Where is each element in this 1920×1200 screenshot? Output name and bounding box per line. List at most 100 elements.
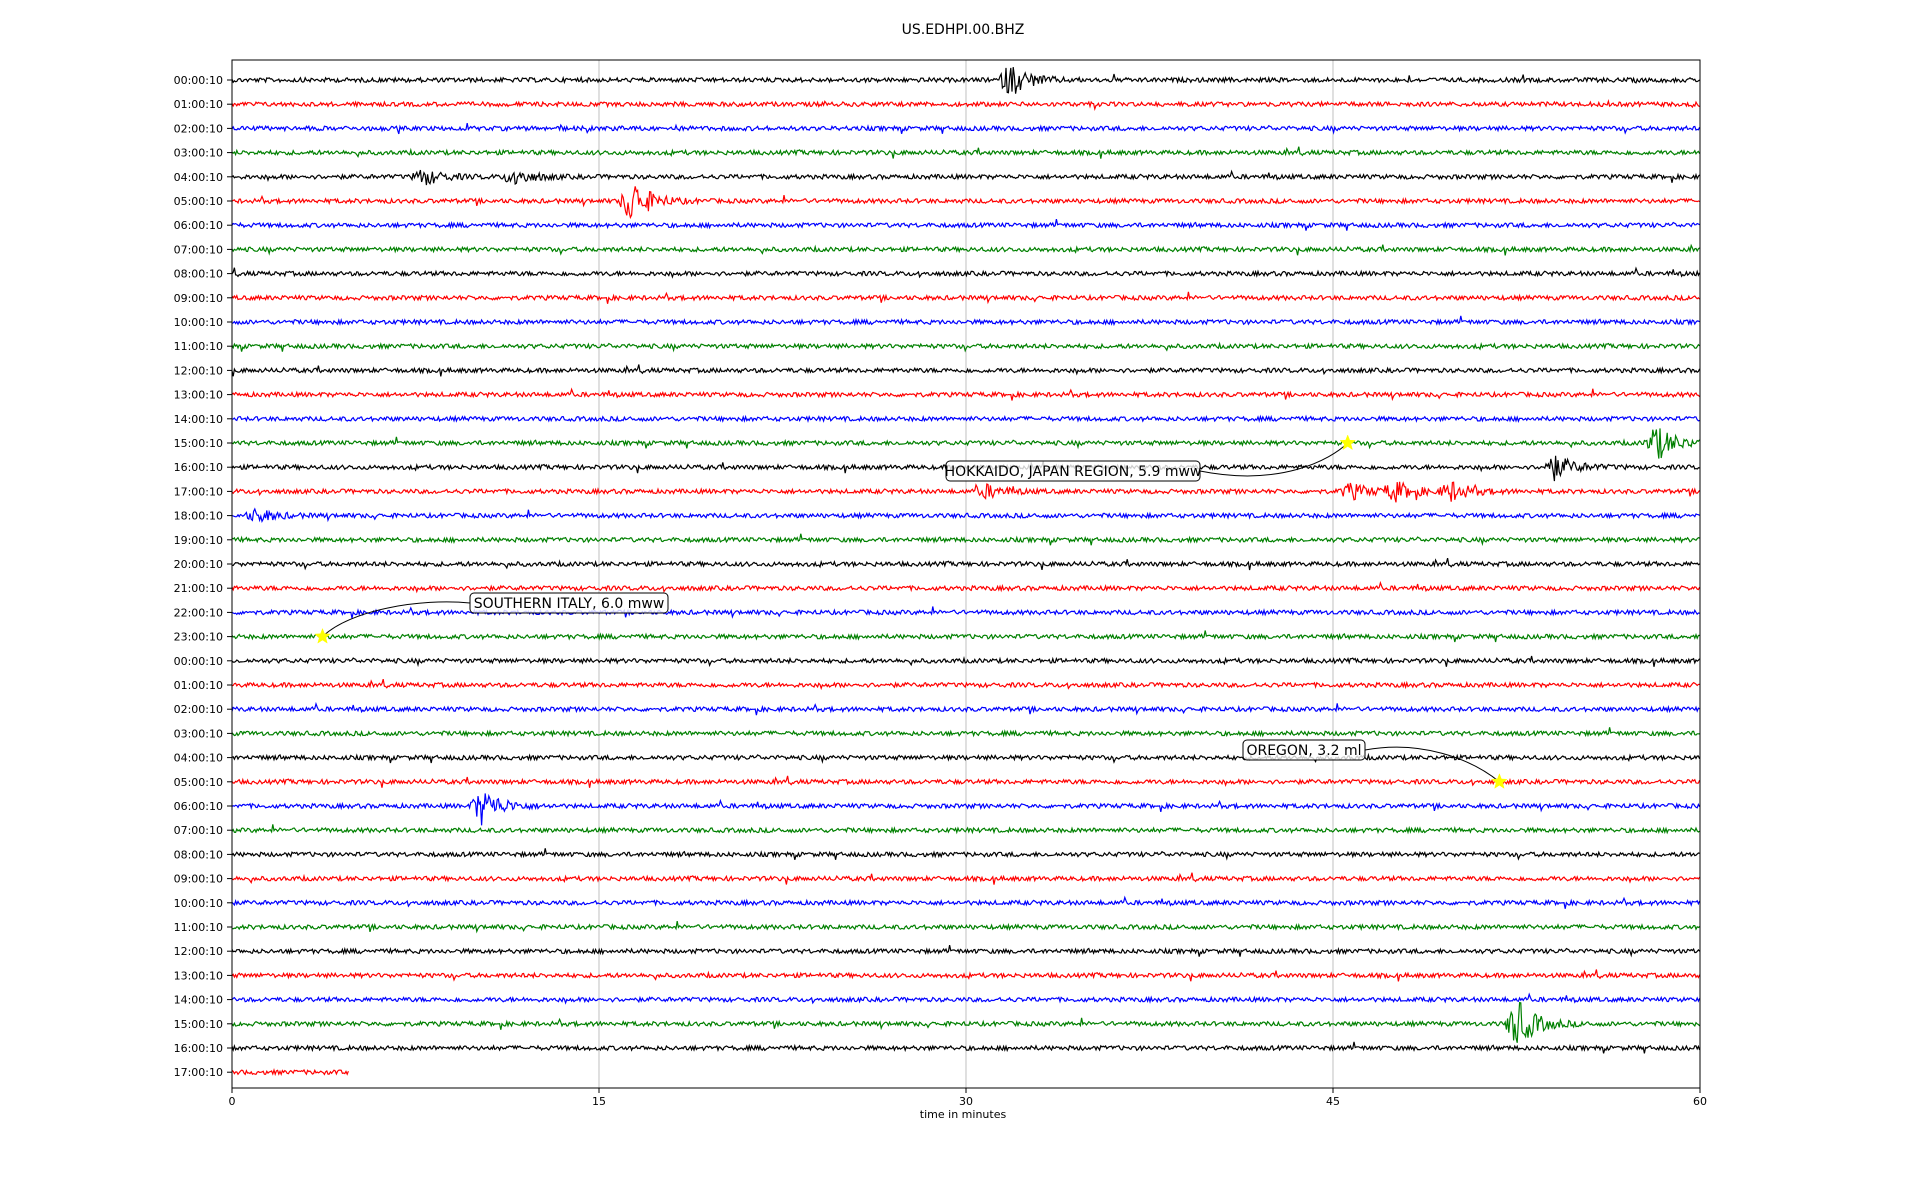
trace-line bbox=[231, 992, 1701, 1005]
row-time-label: 17:00:10 bbox=[174, 1066, 223, 1079]
event-annotation: HOKKAIDO, JAPAN REGION, 5.9 mww bbox=[945, 434, 1356, 482]
trace-line bbox=[231, 848, 1700, 861]
x-tick-label: 15 bbox=[592, 1095, 606, 1108]
row-time-label: 16:00:10 bbox=[174, 1042, 223, 1055]
row-time-label: 04:00:10 bbox=[174, 752, 223, 765]
trace-line bbox=[231, 99, 1700, 112]
row-time-label: 06:00:10 bbox=[174, 219, 223, 232]
annotation-box bbox=[945, 460, 1201, 482]
event-annotation: SOUTHERN ITALY, 6.0 mww bbox=[314, 592, 669, 644]
trace-line bbox=[231, 364, 1701, 377]
chart-title: US.EDHPI.00.BHZ bbox=[902, 22, 1025, 38]
plot-frame bbox=[231, 59, 1701, 1089]
trace-line bbox=[231, 146, 1701, 159]
trace-line bbox=[231, 533, 1700, 547]
row-time-label: 22:00:10 bbox=[174, 606, 223, 619]
trace-line bbox=[231, 655, 1701, 668]
trace-line bbox=[231, 824, 1700, 835]
trace-line bbox=[231, 291, 1701, 305]
x-tick-label: 30 bbox=[959, 1095, 973, 1108]
x-tick-label: 45 bbox=[1326, 1095, 1340, 1108]
row-time-label: 10:00:10 bbox=[174, 897, 223, 910]
row-time-label: 08:00:10 bbox=[174, 848, 223, 861]
row-time-label: 16:00:10 bbox=[174, 461, 223, 474]
row-time-label: 09:00:10 bbox=[174, 292, 223, 305]
trace-line bbox=[231, 507, 1700, 523]
row-time-label: 03:00:10 bbox=[174, 727, 223, 740]
row-time-label: 14:00:10 bbox=[174, 413, 223, 426]
annotation-label: HOKKAIDO, JAPAN REGION, 5.9 mww bbox=[945, 464, 1202, 480]
event-star-marker bbox=[1339, 434, 1356, 451]
x-axis-label: time in minutes bbox=[920, 1108, 1007, 1121]
trace-line bbox=[231, 387, 1701, 402]
row-time-label: 03:00:10 bbox=[174, 147, 223, 160]
row-time-label: 15:00:10 bbox=[174, 437, 223, 450]
x-axis-ticks: 0 15 30 45 60 bbox=[229, 1088, 1707, 1108]
row-time-label: 06:00:10 bbox=[174, 800, 223, 813]
row-time-label: 09:00:10 bbox=[174, 873, 223, 886]
trace-line bbox=[231, 266, 1701, 279]
row-time-label: 23:00:10 bbox=[174, 631, 223, 644]
x-tick-label: 60 bbox=[1693, 1095, 1707, 1108]
row-time-label: 00:00:10 bbox=[174, 655, 223, 668]
trace-line bbox=[231, 701, 1700, 716]
row-time-label: 02:00:10 bbox=[174, 703, 223, 716]
trace-line bbox=[231, 630, 1700, 643]
trace-line bbox=[231, 895, 1701, 909]
row-time-label: 17:00:10 bbox=[174, 485, 223, 498]
annotation-leader bbox=[1364, 746, 1500, 783]
trace-line bbox=[231, 428, 1701, 459]
trace-line bbox=[231, 872, 1701, 885]
event-star-marker bbox=[1491, 773, 1508, 789]
trace-line bbox=[231, 341, 1701, 353]
annotation-box bbox=[469, 592, 669, 614]
trace-line bbox=[231, 793, 1701, 826]
row-time-label: 05:00:10 bbox=[174, 776, 223, 789]
trace-line bbox=[231, 122, 1701, 135]
row-time-label: 07:00:10 bbox=[174, 243, 223, 256]
row-time-label: 00:00:10 bbox=[174, 74, 223, 87]
row-time-label: 20:00:10 bbox=[174, 558, 223, 571]
annotation-leader bbox=[1199, 442, 1349, 477]
annotation-label: SOUTHERN ITALY, 6.0 mww bbox=[474, 596, 665, 612]
row-time-label: 13:00:10 bbox=[174, 969, 223, 982]
row-time-labels: 00:00:10 01:00:10 02:00:10 03:00:10 04:00:10… bbox=[174, 74, 232, 1079]
event-annotation: OREGON, 3.2 ml bbox=[1242, 739, 1508, 789]
trace-line bbox=[231, 1068, 349, 1077]
annotation-box bbox=[1242, 739, 1366, 761]
row-time-label: 08:00:10 bbox=[174, 268, 223, 281]
trace-line bbox=[231, 414, 1700, 424]
event-annotations: HOKKAIDO, JAPAN REGION, 5.9 mww SOUTHERN … bbox=[314, 434, 1508, 789]
row-time-label: 18:00:10 bbox=[174, 510, 223, 523]
event-star-marker bbox=[314, 627, 331, 644]
trace-line bbox=[231, 580, 1701, 594]
trace-line bbox=[231, 775, 1701, 788]
row-time-label: 10:00:10 bbox=[174, 316, 223, 329]
trace-line bbox=[231, 1041, 1701, 1054]
row-time-label: 13:00:10 bbox=[174, 389, 223, 402]
trace-line bbox=[231, 752, 1701, 764]
row-time-label: 12:00:10 bbox=[174, 945, 223, 958]
trace-line bbox=[231, 169, 1701, 186]
trace-line bbox=[231, 67, 1700, 94]
annotation-label: OREGON, 3.2 ml bbox=[1246, 743, 1361, 759]
row-time-label: 01:00:10 bbox=[174, 679, 223, 692]
row-time-label: 11:00:10 bbox=[174, 340, 223, 353]
trace-line bbox=[231, 920, 1700, 934]
row-time-label: 01:00:10 bbox=[174, 98, 223, 111]
trace-line bbox=[231, 1001, 1701, 1043]
annotation-leader bbox=[322, 601, 471, 637]
trace-line bbox=[231, 944, 1701, 958]
trace-line bbox=[231, 186, 1700, 220]
row-time-label: 11:00:10 bbox=[174, 921, 223, 934]
trace-line bbox=[231, 678, 1700, 691]
trace-line bbox=[231, 969, 1701, 982]
row-time-label: 04:00:10 bbox=[174, 171, 223, 184]
trace-line bbox=[231, 243, 1700, 256]
row-time-label: 05:00:10 bbox=[174, 195, 223, 208]
seismogram-traces bbox=[231, 67, 1701, 1077]
trace-line bbox=[231, 481, 1701, 503]
trace-line bbox=[231, 218, 1700, 231]
row-time-label: 14:00:10 bbox=[174, 994, 223, 1007]
